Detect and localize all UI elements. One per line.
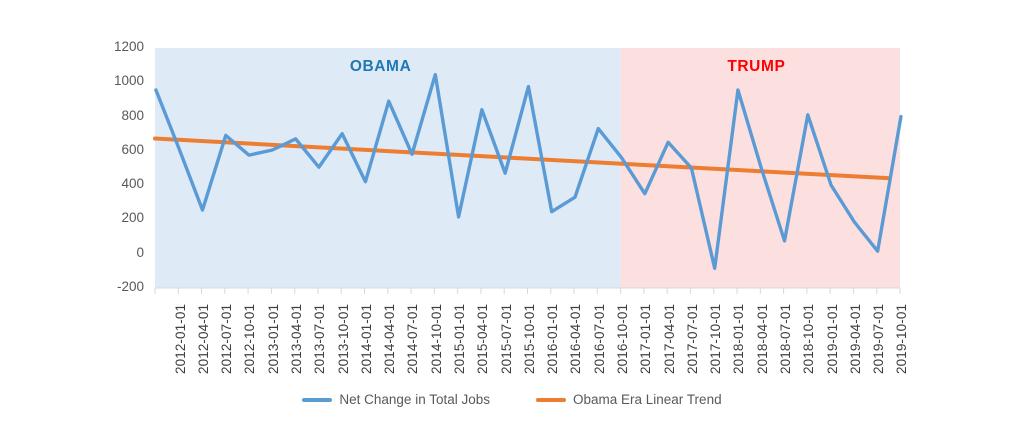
y-tick-label: -200 xyxy=(116,279,144,294)
x-tick-label: 2015-10-01 xyxy=(521,303,537,374)
x-tick-label: 2014-01-01 xyxy=(358,303,374,374)
legend-item-net-change: Net Change in Total Jobs xyxy=(302,392,490,407)
x-tick-label: 2013-01-01 xyxy=(265,303,281,374)
y-tick-label: 0 xyxy=(136,244,144,260)
y-tick-label: 1000 xyxy=(113,73,144,89)
legend-swatch-blue xyxy=(302,397,333,402)
x-tick-label: 2013-07-01 xyxy=(312,303,328,374)
legend-swatch-orange xyxy=(536,397,566,402)
obama-era-label: OBAMA xyxy=(349,58,412,75)
y-tick-label: 600 xyxy=(121,141,144,157)
x-tick-label: 2017-01-01 xyxy=(638,303,654,374)
x-tick-label: 2016-01-01 xyxy=(545,303,561,374)
x-tick-label: 2017-07-01 xyxy=(684,303,700,374)
era-bands xyxy=(155,48,900,288)
x-tick-label: 2016-04-01 xyxy=(568,303,584,374)
x-tick-label: 2014-07-01 xyxy=(405,303,421,374)
x-tick-label: 2017-10-01 xyxy=(708,303,724,374)
x-tick-label: 2012-01-01 xyxy=(172,303,188,374)
legend-label-trend: Obama Era Linear Trend xyxy=(573,392,722,407)
y-tick-label: 1200 xyxy=(113,39,144,54)
x-tick-label: 2012-07-01 xyxy=(219,303,235,374)
x-tick-label: 2018-07-01 xyxy=(777,303,793,374)
x-tick-label: 2016-10-01 xyxy=(614,303,630,374)
x-tick-label: 2014-10-01 xyxy=(428,303,444,374)
x-tick-label: 2013-10-01 xyxy=(335,303,351,374)
x-tick-label: 2017-04-01 xyxy=(661,303,677,374)
x-tick-label: 2012-10-01 xyxy=(242,303,258,374)
x-tick-label: 2019-01-01 xyxy=(824,303,840,374)
x-tick-label: 2013-04-01 xyxy=(289,303,305,374)
x-tick-label: 2019-10-01 xyxy=(894,303,910,374)
x-tick-label: 2015-04-01 xyxy=(475,303,491,374)
x-tick-label: 2012-04-01 xyxy=(195,303,211,374)
x-tick-label: 2018-01-01 xyxy=(731,303,747,374)
y-tick-label: 200 xyxy=(121,210,144,226)
x-tick-label: 2015-07-01 xyxy=(498,303,514,374)
trend-line xyxy=(153,136,892,181)
x-tick-marks xyxy=(154,288,901,294)
y-tick-label: 800 xyxy=(121,107,144,123)
x-tick-label: 2018-04-01 xyxy=(754,303,770,374)
x-tick-label: 2016-07-01 xyxy=(591,303,607,374)
x-tick-label: 2018-10-01 xyxy=(801,303,817,374)
x-tick-label: 2019-07-01 xyxy=(871,303,887,374)
x-tick-label: 2019-04-01 xyxy=(847,303,863,374)
x-tick-label: 2015-01-01 xyxy=(452,303,468,374)
data-line xyxy=(154,72,903,270)
chart-legend: Net Change in Total Jobs Obama Era Linea… xyxy=(0,392,1024,407)
legend-item-trend: Obama Era Linear Trend xyxy=(536,392,722,407)
y-tick-label: 400 xyxy=(121,176,144,192)
legend-label-net-change: Net Change in Total Jobs xyxy=(339,392,490,407)
trump-era-label: TRUMP xyxy=(727,58,786,75)
x-tick-label: 2014-04-01 xyxy=(382,303,398,374)
